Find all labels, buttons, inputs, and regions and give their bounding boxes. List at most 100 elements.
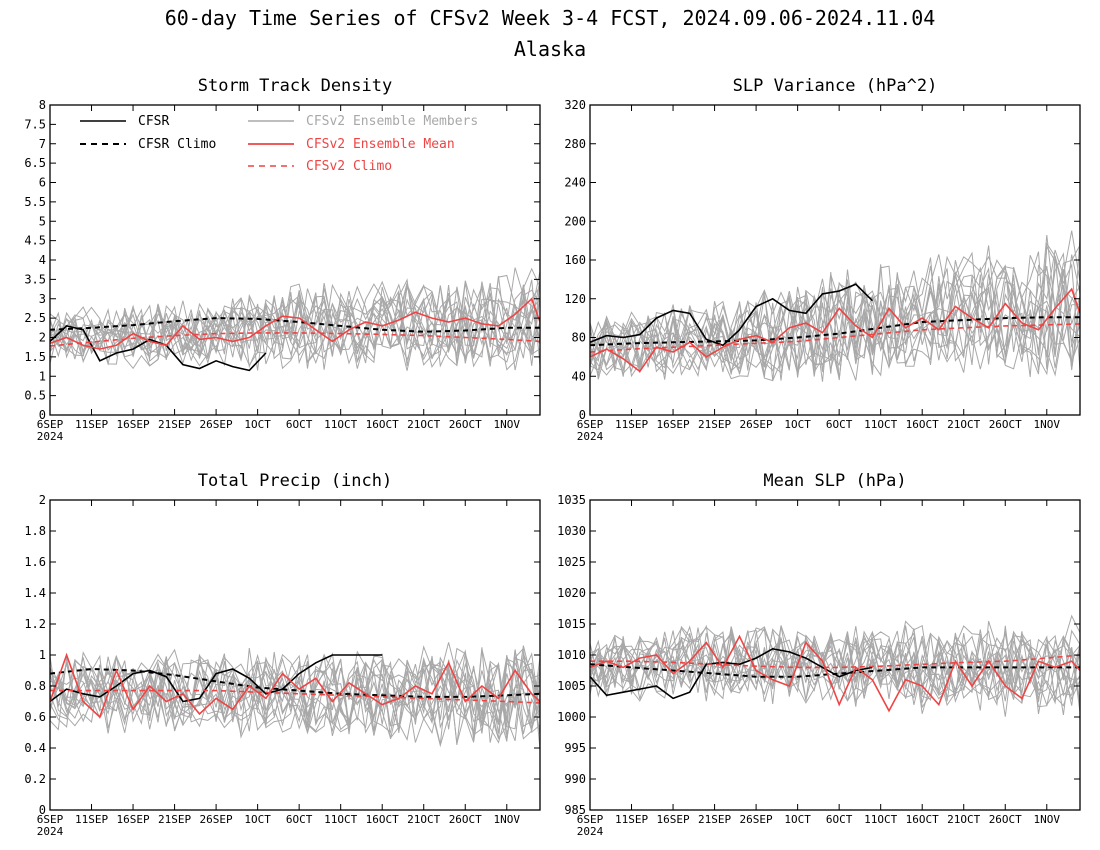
ensemble-member-line bbox=[50, 648, 540, 740]
y-tick-label: 1010 bbox=[557, 648, 586, 662]
legend-label: CFSv2 Ensemble Members bbox=[306, 114, 478, 129]
x-tick-label: 21SEP bbox=[698, 418, 731, 431]
panel-1: SLP Variance (hPa^2) 0 40 80 120 160 200 240 280… bbox=[564, 76, 1081, 443]
ensemble-mean-line bbox=[590, 287, 1080, 373]
y-tick-label: 120 bbox=[564, 292, 586, 306]
ensemble-members bbox=[590, 614, 1080, 717]
ensemble-member-line bbox=[50, 274, 540, 370]
x-tick-label: 16SEP bbox=[116, 418, 149, 431]
x-tick-label: 1NOV bbox=[494, 813, 521, 826]
y-tick-label: 1 bbox=[39, 369, 46, 383]
x-tick-label: 1NOV bbox=[1034, 813, 1061, 826]
x-tick-label: 21OCT bbox=[407, 813, 440, 826]
x-tick-label: 6OCT bbox=[826, 813, 853, 826]
x-tick-label: 21SEP bbox=[698, 813, 731, 826]
y-tick-label: 0.4 bbox=[24, 741, 46, 755]
x-tick-label: 26OCT bbox=[449, 813, 482, 826]
y-tick-label: 320 bbox=[564, 98, 586, 112]
panels-group: Storm Track Density 0 0.5 1 1.5 2 2.5 3 3.5 4 4.5 5… bbox=[24, 76, 1081, 838]
figure-subtitle: Alaska bbox=[514, 37, 586, 61]
x-tick-label: 26OCT bbox=[989, 418, 1022, 431]
x-tick-label: 11SEP bbox=[75, 813, 108, 826]
x-tick-label: 26OCT bbox=[449, 418, 482, 431]
y-tick-label: 1000 bbox=[557, 710, 586, 724]
y-tick-label: 5 bbox=[39, 214, 46, 228]
ensemble-member-line bbox=[590, 242, 1080, 375]
ensemble-mean-line bbox=[50, 297, 540, 350]
ensemble-mean-line bbox=[590, 634, 1080, 713]
y-tick-label: 4.5 bbox=[24, 234, 46, 248]
y-tick-label: 280 bbox=[564, 137, 586, 151]
cfsr-line bbox=[50, 654, 383, 703]
y-tick-label: 0 bbox=[39, 408, 46, 422]
x-tick-label: 26SEP bbox=[200, 813, 233, 826]
x-tick-label: 6OCT bbox=[286, 813, 313, 826]
ensemble-member-line bbox=[590, 628, 1080, 701]
y-tick-label: 5.5 bbox=[24, 195, 46, 209]
y-tick-label: 40 bbox=[572, 369, 586, 383]
x-tick-label: 1OCT bbox=[784, 418, 811, 431]
ensemble-member-line bbox=[590, 255, 1080, 372]
x-tick-label: 16SEP bbox=[656, 418, 689, 431]
cfsv2-climo-line bbox=[590, 323, 1080, 353]
x-year-label: 2024 bbox=[577, 430, 604, 443]
x-tick-label: 6OCT bbox=[286, 418, 313, 431]
y-tick-label: 1015 bbox=[557, 617, 586, 631]
cfsr-line bbox=[590, 283, 873, 347]
ensemble-members bbox=[50, 267, 540, 371]
panel-title: Total Precip (inch) bbox=[198, 471, 392, 491]
legend-label: CFSv2 Climo bbox=[306, 159, 392, 174]
y-tick-label: 160 bbox=[564, 253, 586, 267]
plot-frame bbox=[49, 499, 541, 811]
x-year-label: 2024 bbox=[37, 825, 64, 838]
ensemble-member-line bbox=[50, 278, 540, 366]
y-tick-label: 6 bbox=[39, 176, 46, 190]
cfsr-climo-line bbox=[590, 316, 1080, 347]
y-tick-label: 990 bbox=[564, 772, 586, 786]
x-tick-label: 11OCT bbox=[864, 813, 897, 826]
ensemble-member-line bbox=[50, 647, 540, 739]
figure-title: 60-day Time Series of CFSv2 Week 3-4 FCS… bbox=[165, 6, 936, 30]
x-year-label: 2024 bbox=[577, 825, 604, 838]
y-tick-label: 2 bbox=[39, 331, 46, 345]
y-tick-label: 0 bbox=[39, 803, 46, 817]
ensemble-member-line bbox=[50, 282, 540, 364]
legend: CFSR CFSR Climo CFSv2 Ensemble Members CFSv… bbox=[80, 114, 478, 174]
y-tick-label: 1025 bbox=[557, 555, 586, 569]
cfsv2-climo-line bbox=[590, 654, 1080, 669]
cfsr-climo-line bbox=[50, 317, 540, 333]
y-tick-label: 7.5 bbox=[24, 117, 46, 131]
ensemble-member-line bbox=[590, 627, 1080, 706]
plot-frame bbox=[589, 104, 1081, 416]
x-tick-label: 11SEP bbox=[75, 418, 108, 431]
x-tick-label: 11OCT bbox=[864, 418, 897, 431]
cfsr-climo-line bbox=[50, 667, 540, 698]
legend-label: CFSv2 Ensemble Mean bbox=[306, 137, 455, 152]
x-tick-label: 26SEP bbox=[200, 418, 233, 431]
cfsr-climo-line bbox=[590, 663, 1080, 678]
y-tick-label: 6.5 bbox=[24, 156, 46, 170]
x-tick-label: 26OCT bbox=[989, 813, 1022, 826]
y-tick-label: 7 bbox=[39, 137, 46, 151]
y-tick-label: 1 bbox=[39, 648, 46, 662]
x-tick-label: 16OCT bbox=[366, 418, 399, 431]
ensemble-member-line bbox=[590, 630, 1080, 715]
panel-title: Storm Track Density bbox=[198, 76, 392, 96]
y-tick-label: 0.6 bbox=[24, 710, 46, 724]
panel-0: Storm Track Density 0 0.5 1 1.5 2 2.5 3 3.5 4 4.5 5… bbox=[24, 76, 541, 443]
x-tick-label: 1NOV bbox=[1034, 418, 1061, 431]
y-tick-label: 1.5 bbox=[24, 350, 46, 364]
ensemble-member-line bbox=[50, 649, 540, 740]
y-tick-label: 8 bbox=[39, 98, 46, 112]
y-tick-label: 1.6 bbox=[24, 555, 46, 569]
x-year-label: 2024 bbox=[37, 430, 64, 443]
cfsv2-climo-line bbox=[50, 332, 540, 347]
x-tick-label: 6SEP bbox=[37, 418, 64, 431]
x-tick-label: 16SEP bbox=[116, 813, 149, 826]
ensemble-members bbox=[50, 642, 540, 750]
panel-2: Total Precip (inch) 0 0.2 0.4 0.6 0.8 1 1.2 1.4 1… bbox=[24, 471, 541, 838]
y-tick-label: 2 bbox=[39, 493, 46, 507]
cfsv2-climo-line bbox=[50, 689, 540, 704]
ensemble-member-line bbox=[590, 636, 1080, 713]
